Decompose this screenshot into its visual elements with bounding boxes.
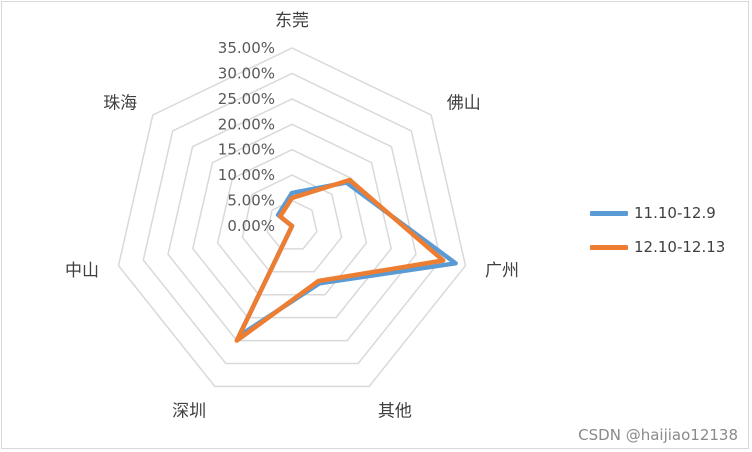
tick-label-5: 25.00% [218,90,275,108]
tick-label-0: 0.00% [227,217,275,235]
grid-ring-5 [167,98,417,342]
tick-label-6: 30.00% [218,64,275,82]
grid-ring-2 [241,174,343,273]
axis-label-3: 其他 [378,401,412,421]
axis-label-0: 东莞 [275,11,309,31]
tick-label-2: 10.00% [218,166,275,184]
axis-label-5: 中山 [65,261,99,281]
axis-label-4: 深圳 [172,401,206,421]
legend-swatch-series-2 [590,244,628,250]
grid-ring-6 [142,72,442,365]
axis-label-1: 佛山 [447,94,481,114]
grid-ring-7 [117,47,467,388]
radar-grid [117,47,467,388]
axis-label-2: 广州 [485,261,519,281]
tick-label-1: 5.00% [227,192,275,210]
legend: 11.10-12.9 12.10-12.13 [590,196,740,264]
legend-item-series-1: 11.10-12.9 [590,196,740,230]
legend-label-series-2: 12.10-12.13 [634,238,726,256]
axis-label-6: 珠海 [103,94,137,114]
legend-item-series-2: 12.10-12.13 [590,230,740,264]
tick-label-4: 20.00% [218,115,275,133]
radial-tick-labels: 0.00% 5.00% 10.00% 15.00% 20.00% 25.00% 30.00%… [218,39,275,235]
watermark-text: CSDN @haijiao12138 [578,426,738,444]
tick-label-3: 15.00% [218,141,275,159]
legend-swatch-series-1 [590,210,628,216]
grid-ring-1 [266,199,318,250]
grid-ring-4 [191,123,393,319]
series-line-2 [234,177,446,343]
series-lines [234,177,458,343]
tick-label-7: 35.00% [218,39,275,57]
legend-label-series-1: 11.10-12.9 [634,204,716,222]
